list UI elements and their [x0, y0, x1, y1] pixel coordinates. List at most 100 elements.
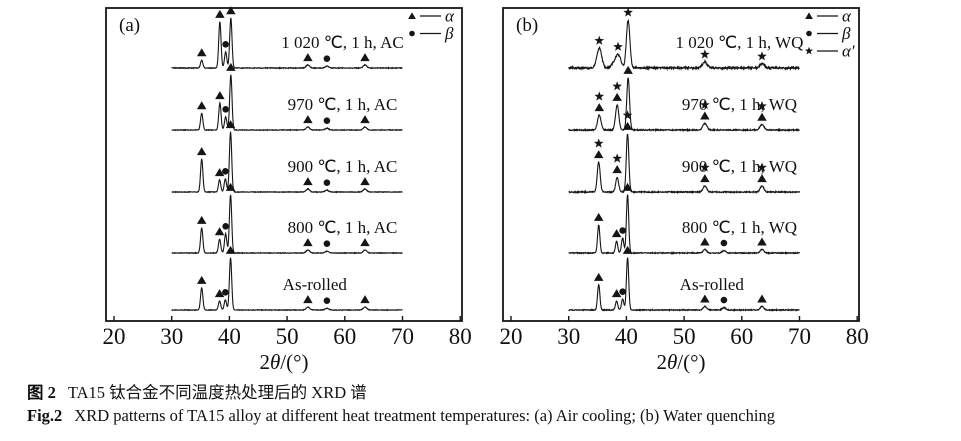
- alpha-triangle-marker: [611, 229, 622, 238]
- alpha-prime-star-marker: [612, 81, 623, 91]
- series-label: 800 ℃, 1 h, AC: [288, 218, 398, 237]
- beta-dot-marker: [806, 30, 812, 37]
- beta-dot-marker: [619, 227, 626, 234]
- alpha-triangle-marker: [214, 289, 225, 298]
- series-label: 1 020 ℃, 1 h, WQ: [676, 33, 804, 52]
- alpha-triangle-marker: [612, 165, 622, 174]
- caption-zh: 图 2 TA15 钛合金不同温度热处理后的 XRD 谱: [27, 379, 367, 403]
- x-tick-label: 70: [788, 324, 811, 349]
- alpha-triangle-marker: [196, 215, 207, 224]
- beta-dot-marker: [222, 222, 229, 230]
- panel-label: (a): [119, 15, 140, 36]
- xrd-curve: [568, 194, 801, 256]
- alpha-triangle-marker: [214, 227, 225, 236]
- alpha-prime-star-marker: [613, 41, 623, 51]
- beta-dot-marker: [222, 40, 229, 48]
- x-tick-label: 30: [557, 324, 580, 349]
- alpha-triangle-marker: [303, 295, 313, 304]
- beta-dot-marker: [323, 117, 331, 124]
- alpha-triangle-marker: [360, 295, 370, 304]
- xrd-curve: [171, 194, 403, 255]
- xrd-curve: [171, 74, 403, 132]
- series-label: 1 020 ℃, 1 h, AC: [281, 33, 404, 52]
- x-axis-title: 2θ/(°): [656, 350, 705, 374]
- x-axis-title: 2θ/(°): [259, 350, 308, 374]
- x-tick-label: 60: [730, 324, 753, 349]
- x-tick-label: 80: [449, 324, 472, 349]
- alpha-prime-star-marker: [700, 49, 710, 59]
- beta-dot-marker: [720, 296, 728, 304]
- caption-zh-label: 图 2: [27, 383, 56, 402]
- alpha-triangle-marker: [700, 111, 710, 120]
- x-tick-label: 20: [500, 324, 523, 349]
- legend: αβα′: [804, 7, 855, 61]
- alpha-triangle-marker: [303, 115, 313, 124]
- caption-en-text: XRD patterns of TA15 alloy at different …: [74, 406, 775, 425]
- alpha-triangle-marker: [196, 275, 207, 284]
- alpha-triangle-marker: [593, 212, 604, 221]
- xrd-curve: [568, 77, 800, 133]
- alpha-triangle-marker: [593, 150, 604, 159]
- caption-en: Fig.2 XRD patterns of TA15 alloy at diffe…: [27, 406, 775, 426]
- alpha-triangle-marker: [225, 120, 236, 129]
- alpha-prime-star-marker: [593, 138, 604, 148]
- x-tick-label: 80: [846, 324, 869, 349]
- alpha-prime-star-marker: [612, 153, 623, 163]
- alpha-triangle-marker: [700, 174, 710, 183]
- series-label: As-rolled: [283, 275, 348, 294]
- beta-dot-marker: [619, 288, 626, 295]
- alpha-triangle-marker: [612, 92, 622, 101]
- alpha-triangle-marker: [303, 53, 313, 62]
- alpha-triangle-marker: [757, 112, 767, 121]
- alpha-triangle-marker: [757, 237, 767, 246]
- beta-dot-marker: [323, 240, 331, 247]
- beta-dot-marker: [323, 179, 331, 186]
- beta-dot-marker: [323, 297, 331, 305]
- alpha-prime-star-marker: [804, 46, 814, 55]
- alpha-triangle-marker: [700, 294, 710, 303]
- xrd-curve: [171, 257, 403, 312]
- alpha-triangle-marker: [196, 101, 207, 110]
- series-label: 800 ℃, 1 h, WQ: [682, 218, 797, 237]
- xrd-plots: 20 30 40 50 60 70 80 2θ/(°) (a) αβ1 020 ℃, 1 h, A…: [103, 6, 869, 375]
- alpha-triangle-marker: [215, 91, 225, 100]
- legend: αβ: [408, 7, 455, 43]
- alpha-prime-star-marker: [700, 99, 710, 110]
- alpha-triangle-marker: [594, 103, 605, 112]
- alpha-triangle-marker: [225, 245, 236, 254]
- series-label: As-rolled: [680, 275, 745, 294]
- alpha-triangle-marker: [622, 182, 633, 191]
- legend-label: α′: [842, 42, 855, 61]
- alpha-triangle-marker: [623, 65, 633, 74]
- xrd-curve: [171, 131, 403, 194]
- alpha-prime-star-marker: [594, 91, 605, 101]
- xrd-curve: [568, 133, 801, 195]
- beta-dot-marker: [720, 239, 728, 247]
- alpha-triangle-marker: [303, 177, 313, 186]
- alpha-triangle-marker: [700, 237, 710, 246]
- alpha-triangle-marker: [214, 168, 225, 177]
- plot-border: [105, 7, 463, 322]
- alpha-triangle-marker: [196, 147, 207, 156]
- legend-label: α: [445, 7, 455, 26]
- series-label: 970 ℃, 1 h, AC: [288, 95, 398, 114]
- beta-dot-marker: [222, 167, 229, 175]
- x-tick-label: 20: [103, 324, 126, 349]
- alpha-triangle-marker: [226, 6, 236, 15]
- x-tick-label: 40: [615, 324, 638, 349]
- xrd-curve: [171, 17, 403, 70]
- alpha-triangle-marker: [215, 9, 225, 18]
- alpha-triangle-marker: [360, 238, 370, 247]
- beta-dot-marker: [222, 105, 229, 113]
- beta-dot-marker: [222, 288, 229, 296]
- alpha-triangle-marker: [225, 182, 236, 191]
- beta-dot-marker: [409, 30, 415, 37]
- alpha-triangle-marker: [611, 289, 622, 298]
- x-tick-label: 70: [391, 324, 414, 349]
- x-tick-label: 50: [276, 324, 299, 349]
- alpha-triangle-marker: [757, 174, 767, 183]
- alpha-triangle-marker: [360, 115, 370, 124]
